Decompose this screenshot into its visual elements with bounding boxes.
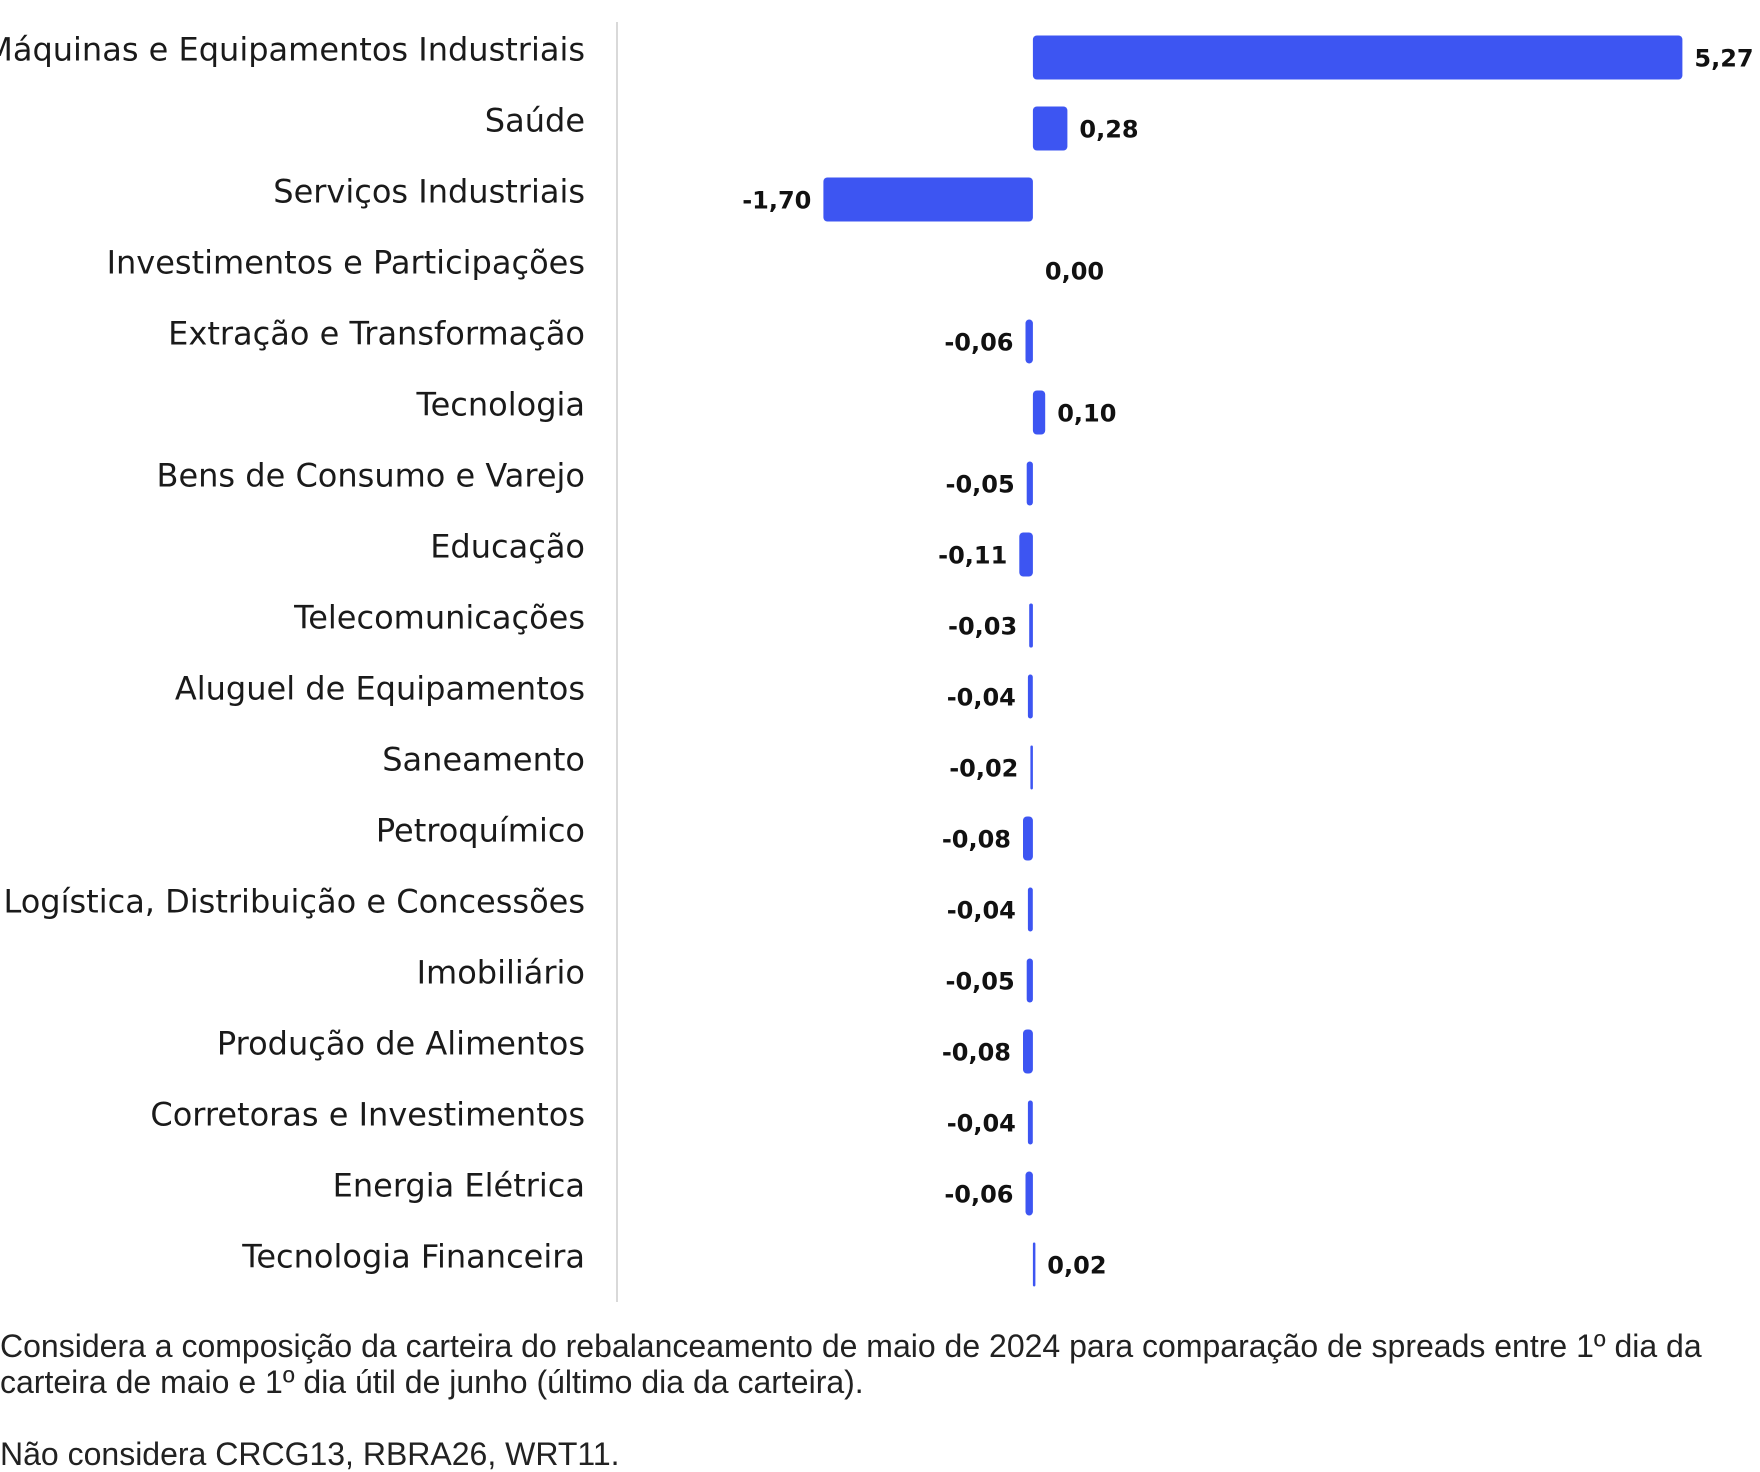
category-label-educacao: Educação xyxy=(430,528,585,566)
bar-corretoras-e-investimentos xyxy=(1027,1100,1033,1145)
category-label-producao-de-alimentos: Produção de Alimentos xyxy=(217,1025,585,1063)
bar-telecomunicacoes xyxy=(1029,603,1033,648)
bar-saneamento xyxy=(1030,745,1033,790)
note-methodology: Considera a composição da carteira do re… xyxy=(0,1328,1702,1400)
value-label-producao-de-alimentos: -0,08 xyxy=(942,1039,1011,1067)
value-label-logistica-distribuicao-e-concessoes: -0,04 xyxy=(947,897,1016,925)
bar-servicos-industriais xyxy=(823,177,1033,222)
value-label-servicos-industriais: -1,70 xyxy=(742,187,811,215)
value-label-educacao: -0,11 xyxy=(938,542,1007,570)
value-labels: 5,27 0,28 -1,70 0,00 -0,06 0,10 -0,05 -0,11 -0,0… xyxy=(742,45,1753,1280)
bar-maquinas-e-equipamentos-industriais xyxy=(1032,35,1683,80)
value-label-saneamento: -0,02 xyxy=(949,755,1018,783)
bar-aluguel-de-equipamentos xyxy=(1027,674,1033,719)
category-label-tecnologia-financeira: Tecnologia Financeira xyxy=(241,1238,585,1276)
bar-producao-de-alimentos xyxy=(1023,1029,1033,1074)
value-label-saude: 0,28 xyxy=(1079,116,1138,144)
value-label-tecnologia: 0,10 xyxy=(1057,400,1116,428)
category-label-saneamento: Saneamento xyxy=(382,741,585,779)
value-label-aluguel-de-equipamentos: -0,04 xyxy=(947,684,1016,712)
bar-petroquimico xyxy=(1023,816,1033,861)
note-exclusions: Não considera CRCG13, RBRA26, WRT11. xyxy=(0,1436,620,1472)
category-label-tecnologia: Tecnologia xyxy=(415,386,585,424)
category-label-saude: Saúde xyxy=(485,102,585,140)
value-label-corretoras-e-investimentos: -0,04 xyxy=(947,1110,1016,1138)
value-label-extracao-e-transformacao: -0,06 xyxy=(944,329,1013,357)
bar-saude xyxy=(1032,106,1068,151)
value-label-tecnologia-financeira: 0,02 xyxy=(1047,1252,1106,1280)
category-labels: Máquinas e Equipamentos Industriais Saúde… xyxy=(0,31,585,1276)
value-label-investimentos-e-participacoes: 0,00 xyxy=(1045,258,1104,286)
category-label-telecomunicacoes: Telecomunicações xyxy=(293,599,585,637)
category-label-extracao-e-transformacao: Extração e Transformação xyxy=(168,315,585,353)
category-label-investimentos-e-participacoes: Investimentos e Participações xyxy=(107,244,585,282)
bar-imobiliario xyxy=(1026,958,1033,1003)
category-label-logistica-distribuicao-e-concessoes: Logística, Distribuição e Concessões xyxy=(3,883,585,921)
bar-educacao xyxy=(1019,532,1033,577)
sector-spread-bar-chart: Máquinas e Equipamentos Industriais Saúde… xyxy=(0,22,1754,1302)
category-label-bens-de-consumo-e-varejo: Bens de Consumo e Varejo xyxy=(157,457,586,495)
category-label-petroquimico: Petroquímico xyxy=(376,812,585,850)
value-label-energia-eletrica: -0,06 xyxy=(944,1181,1013,1209)
value-label-bens-de-consumo-e-varejo: -0,05 xyxy=(946,471,1015,499)
value-label-telecomunicacoes: -0,03 xyxy=(948,613,1017,641)
bar-energia-eletrica xyxy=(1025,1171,1033,1216)
category-label-corretoras-e-investimentos: Corretoras e Investimentos xyxy=(150,1096,585,1134)
bar-extracao-e-transformacao xyxy=(1025,319,1033,364)
bar-logistica-distribuicao-e-concessoes xyxy=(1027,887,1033,932)
category-label-energia-eletrica: Energia Elétrica xyxy=(333,1167,585,1205)
category-label-servicos-industriais: Serviços Industriais xyxy=(273,173,585,211)
chart-notes: Considera a composição da carteira do re… xyxy=(0,1328,1740,1472)
category-label-aluguel-de-equipamentos: Aluguel de Equipamentos xyxy=(175,670,585,708)
category-label-maquinas-e-equipamentos-industriais: Máquinas e Equipamentos Industriais xyxy=(0,31,585,69)
value-label-petroquimico: -0,08 xyxy=(942,826,1011,854)
value-label-maquinas-e-equipamentos-industriais: 5,27 xyxy=(1694,45,1753,73)
bar-bens-de-consumo-e-varejo xyxy=(1026,461,1033,506)
value-label-imobiliario: -0,05 xyxy=(946,968,1015,996)
bars xyxy=(823,35,1683,1287)
category-label-imobiliario: Imobiliário xyxy=(417,954,585,992)
bar-tecnologia-financeira xyxy=(1032,1242,1036,1287)
bar-tecnologia xyxy=(1032,390,1046,435)
